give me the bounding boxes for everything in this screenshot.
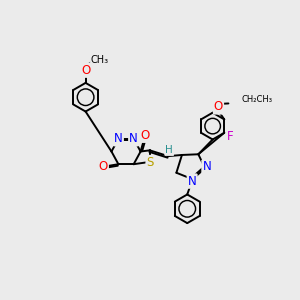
Text: N: N bbox=[188, 175, 197, 188]
Text: O: O bbox=[214, 100, 223, 113]
Text: O: O bbox=[140, 129, 149, 142]
Text: O: O bbox=[81, 64, 90, 77]
Text: N: N bbox=[202, 160, 211, 173]
Text: H: H bbox=[165, 145, 173, 155]
Text: F: F bbox=[227, 130, 234, 143]
Text: O: O bbox=[98, 160, 108, 173]
Text: O: O bbox=[214, 100, 223, 113]
Text: O: O bbox=[98, 160, 108, 173]
Text: S: S bbox=[147, 156, 154, 169]
Text: N: N bbox=[202, 160, 211, 173]
Text: H: H bbox=[165, 145, 173, 155]
Text: O: O bbox=[140, 129, 149, 142]
Text: N: N bbox=[114, 132, 123, 145]
Text: N: N bbox=[188, 175, 197, 188]
Text: CH₃: CH₃ bbox=[91, 55, 109, 65]
Text: O: O bbox=[81, 64, 90, 77]
Text: S: S bbox=[147, 156, 154, 169]
Text: F: F bbox=[227, 130, 234, 143]
Text: N: N bbox=[129, 132, 138, 145]
Text: N: N bbox=[129, 132, 138, 145]
Text: CH₂CH₃: CH₂CH₃ bbox=[241, 95, 272, 104]
Text: N: N bbox=[114, 132, 123, 145]
